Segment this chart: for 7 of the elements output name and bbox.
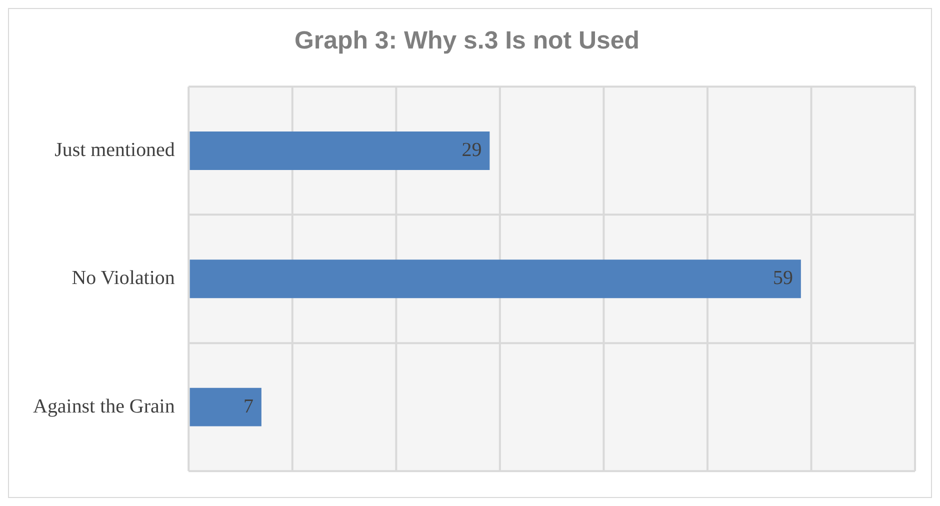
data-label: 7 <box>243 395 254 418</box>
chart-title: Graph 3: Why s.3 Is not Used <box>294 26 640 55</box>
y-tick-label: Just mentioned <box>54 138 175 161</box>
y-tick-label: No Violation <box>72 267 175 290</box>
data-label: 29 <box>462 138 482 161</box>
data-label: 59 <box>772 267 793 290</box>
y-tick-label: Against the Grain <box>33 395 175 418</box>
